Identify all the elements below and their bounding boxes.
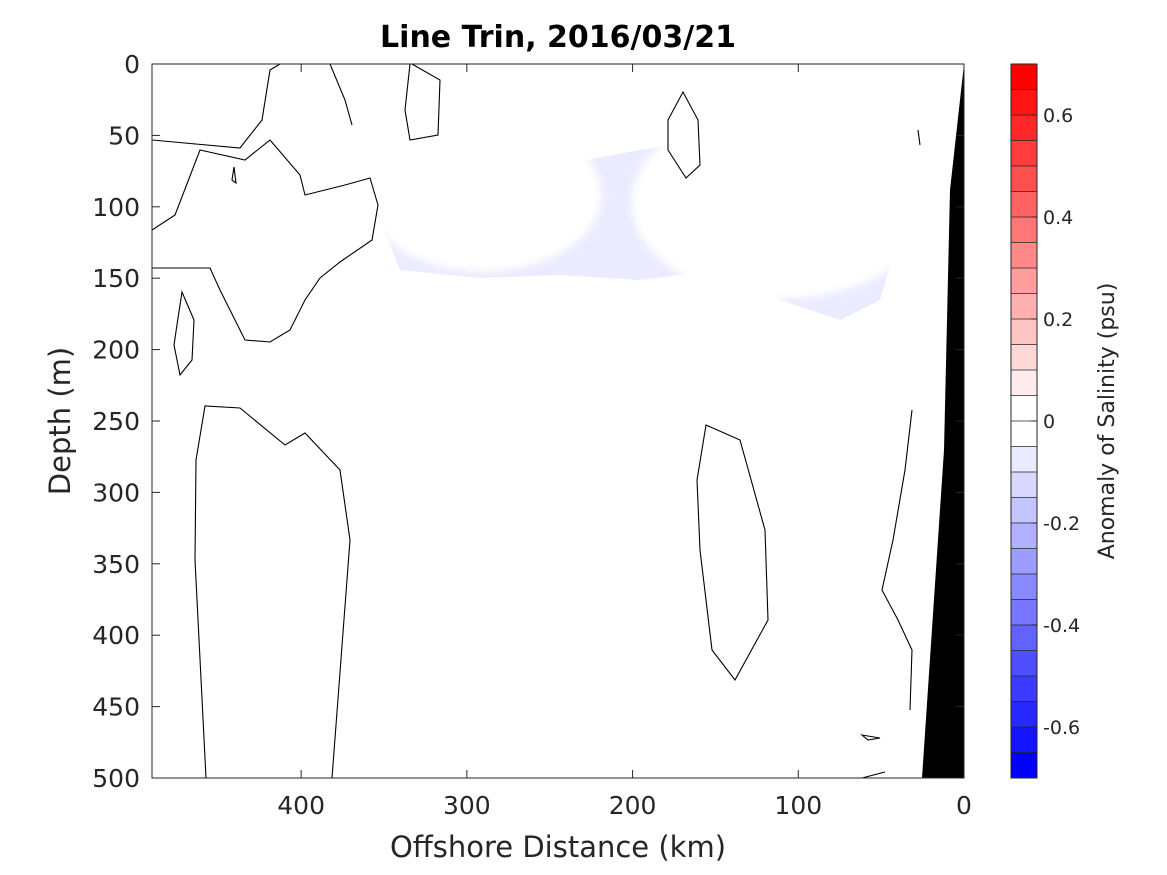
colorbar-segment [1011,64,1037,90]
zero-contour [152,139,379,343]
colorbar-segment [1011,115,1037,141]
y-tick-label: 350 [92,550,140,579]
colorbar-segment [1011,421,1037,447]
x-tick-label: 300 [443,791,491,820]
contour-fill [800,540,840,565]
x-tick-label: 200 [609,791,657,820]
colorbar-tick-label: -0.2 [1043,513,1080,535]
anomaly-feature [156,64,241,180]
colorbar-segment [1011,370,1037,396]
colorbar: 0.6 0.4 0.2 0 -0.2 -0.4 -0.6 [1010,63,1080,779]
salinity-anomaly-field [156,64,964,778]
anomaly-feature [365,119,602,272]
colorbar-segment [1011,446,1037,473]
near-zero-pocket [772,72,808,108]
colorbar-segment [1011,268,1037,294]
colorbar-segment [1011,727,1037,753]
zero-contour [881,409,913,711]
colorbar-tick-label: 0.6 [1043,105,1073,127]
y-tick-label: 100 [92,193,140,222]
anomaly-feature [645,275,786,368]
colorbar-segment [1011,676,1037,702]
zero-contour [152,64,281,149]
colorbar-tick-label: 0.4 [1043,207,1073,229]
y-tick-label: 50 [108,121,140,150]
colorbar-segment [1011,166,1037,192]
colorbar-segment [1011,599,1037,626]
colorbar-segment [1011,242,1037,269]
near-zero-pocket [669,96,697,164]
zero-contour [329,64,353,126]
y-tick-label: 250 [92,407,140,436]
colorbar-segment [1011,217,1037,243]
colorbar-segment [1011,344,1037,371]
colorbar-segment [1011,523,1037,549]
x-axis: 400 300 200 100 0 [277,64,972,820]
y-tick-label: 150 [92,264,140,293]
zero-contour [404,64,441,141]
zero-contour [861,771,886,778]
y-axis-title: Depth (m) [43,347,77,495]
y-tick-label: 450 [92,693,140,722]
colorbar-segment [1011,497,1037,524]
y-tick-label: 200 [92,336,140,365]
colorbar-segment [1011,701,1037,728]
contour-fill [448,440,490,670]
anomaly-feature [777,64,964,168]
colorbar-segment [1011,574,1037,600]
near-zero-pocket [405,66,441,134]
colorbar-segment [1011,752,1037,779]
colorbar-segment [1011,89,1037,116]
y-tick-label: 0 [124,50,140,79]
x-tick-label: 400 [277,791,325,820]
zero-contour [173,290,195,377]
zero-contour [231,166,237,185]
colorbar-segment [1011,548,1037,575]
near-zero-pocket [513,91,557,139]
zero-contour [194,405,351,778]
zero-contour [696,424,769,682]
y-tick-label: 400 [92,621,140,650]
x-tick-label: 0 [956,791,972,820]
colorbar-segment [1011,650,1037,677]
colorbar-tick-label: -0.6 [1043,717,1080,739]
colorbar-segment [1011,472,1037,498]
colorbar-segment [1011,625,1037,651]
colorbar-segment [1011,395,1037,422]
colorbar-segment [1011,191,1037,218]
zero-contour [917,129,921,146]
colorbar-tick-label: 0 [1043,411,1055,433]
zero-contour [860,734,881,741]
contour-fill [650,670,700,778]
colorbar-tick-label: -0.4 [1043,615,1080,637]
colorbar-tick-label: 0.2 [1043,309,1073,331]
colorbar-segment [1011,140,1037,167]
y-tick-label: 300 [92,478,140,507]
colorbar-segment [1011,319,1037,345]
zero-contour [667,90,701,179]
zero-contours [152,64,921,778]
chart-title: Line Trin, 2016/03/21 [380,20,736,55]
x-axis-title: Offshore Distance (km) [390,830,726,864]
colorbar-segment [1011,293,1037,320]
colorbar-title: Anomaly of Salinity (psu) [1095,283,1120,560]
y-tick-label: 500 [92,764,140,793]
x-tick-label: 100 [774,791,822,820]
contour-fill [760,700,810,778]
y-axis: 0 50 100 150 200 250 300 350 400 450 500 [92,50,964,793]
land-mask [922,64,964,778]
